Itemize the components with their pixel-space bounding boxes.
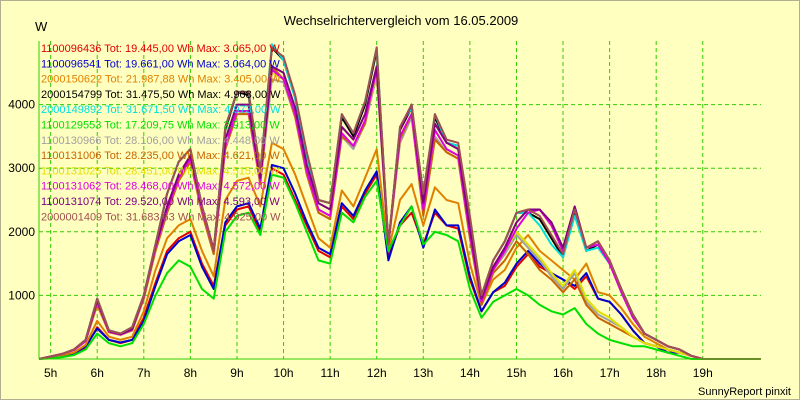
legend-entry-6: 1100130966 Tot: 28.106,00 Wh Max: 4.448,… <box>41 135 280 147</box>
legend-entry-4: 2000149892 Tot: 31.671,50 Wh Max: 4.973,… <box>41 104 281 116</box>
series-lines <box>38 43 761 360</box>
x-tick-label: 11h <box>321 366 340 380</box>
x-tick-label: 8h <box>184 366 197 380</box>
legend-entry-2: 2000150622 Tot: 21.987,88 Wh Max: 3.405,… <box>41 74 281 86</box>
legend: 1100096436 Tot: 19.445,00 Wh Max: 3.065,… <box>41 43 281 223</box>
legend-entry-8: 1100131025 Tot: 28.451,00 Wh Max: 4.515,… <box>41 165 280 177</box>
series-line-2 <box>38 141 761 360</box>
y-tick-label: 4000 <box>8 98 35 112</box>
series-line-11 <box>38 46 761 360</box>
series-line-1 <box>38 164 761 360</box>
legend-entry-5: 1100129553 Tot: 17.209,75 Wh Max: 2.913,… <box>41 120 280 132</box>
x-tick-label: 19h <box>693 366 713 380</box>
legend-entry-7: 1100131006 Tot: 28.235,00 Wh Max: 4.621,… <box>41 150 280 162</box>
x-tick-label: 10h <box>274 366 294 380</box>
axes <box>38 41 761 360</box>
y-tick-label: 1000 <box>8 288 35 302</box>
x-tick-label: 6h <box>91 366 104 380</box>
y-tick-label: 3000 <box>8 161 35 175</box>
x-tick-label: 7h <box>137 366 150 380</box>
series-line-5 <box>38 173 761 360</box>
legend-entry-0: 1100096436 Tot: 19.445,00 Wh Max: 3.065,… <box>41 43 280 55</box>
x-tick-label: 5h <box>44 366 57 380</box>
x-tick-label: 12h <box>367 366 387 380</box>
x-tick-label: 14h <box>460 366 480 380</box>
x-tick-label: 18h <box>646 366 666 380</box>
legend-entry-11: 2000001409 Tot: 31.683,63 Wh Max: 4.925,… <box>41 211 281 223</box>
x-tick-label: 17h <box>600 366 620 380</box>
legend-entry-3: 2000154799 Tot: 31.475,50 Wh Max: 4.908,… <box>41 89 281 101</box>
x-tick-label: 15h <box>506 366 526 380</box>
chart-title: Wechselrichtervergleich vom 16.05.2009 <box>284 13 519 28</box>
legend-entry-1: 1100096541 Tot: 19.661,00 Wh Max: 3.064,… <box>41 58 280 70</box>
x-tick-label: 16h <box>553 366 573 380</box>
x-tick-label: 13h <box>413 366 433 380</box>
x-tick-label: 9h <box>230 366 243 380</box>
legend-entry-10: 1100131074 Tot: 29.520,00 Wh Max: 4.593,… <box>41 196 280 208</box>
footer-credit: SunnyReport pinxit <box>698 386 791 398</box>
y-axis-unit: W <box>35 19 48 34</box>
legend-entry-9: 1100131062 Tot: 28.468,00 Wh Max: 4.572,… <box>41 181 280 193</box>
tick-labels: 5h 6h 7h 8h 9h 10h 11h 12h 13h 14h 15h 16h 17h 18h 19h… <box>8 98 712 380</box>
y-tick-label: 2000 <box>8 225 35 239</box>
